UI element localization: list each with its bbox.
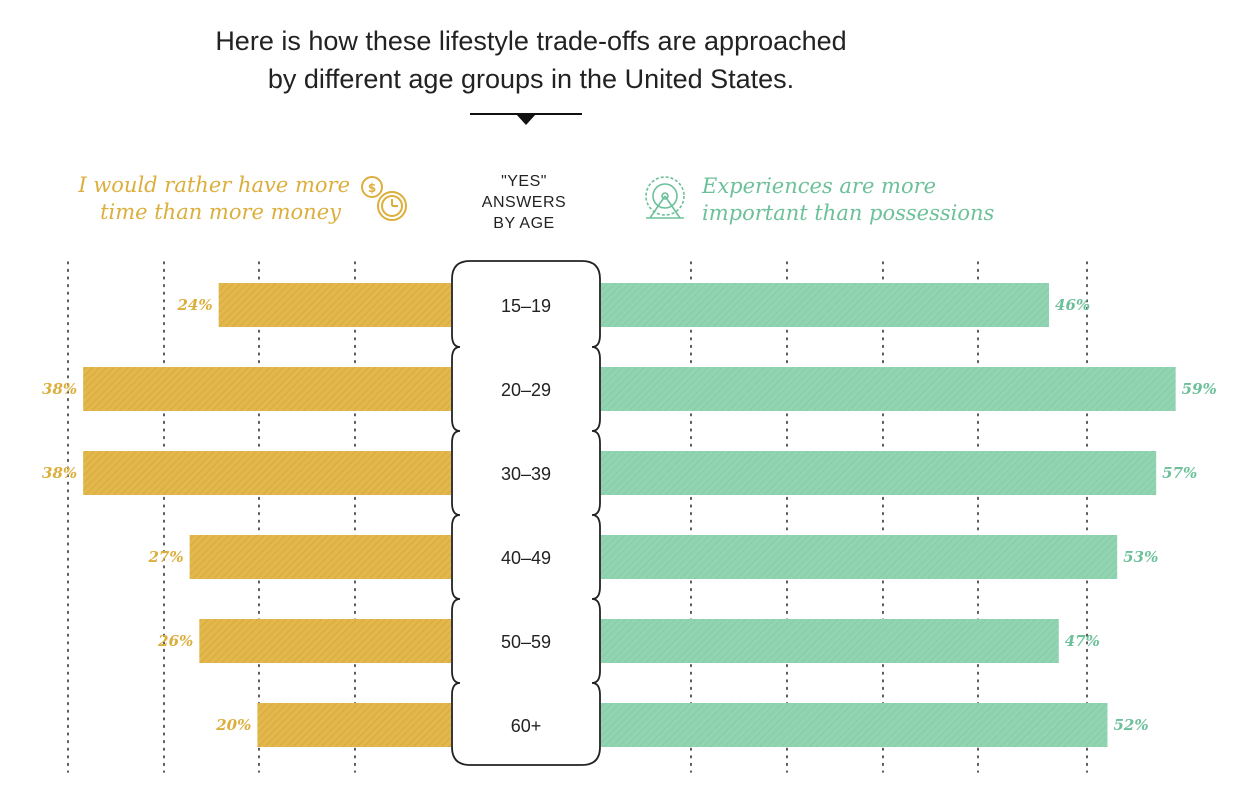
label-time-over-money: 38% — [42, 380, 77, 398]
bar-time-over-money-40–49 — [189, 535, 451, 579]
legend-right: Experiences are more important than poss… — [645, 174, 995, 225]
label-experiences: 53% — [1123, 548, 1158, 566]
bar-experiences-15–19 — [601, 283, 1050, 327]
grid-lines — [67, 261, 1088, 773]
bar-experiences-20–29 — [601, 367, 1176, 411]
legend-left-line-2: time than more money — [100, 200, 342, 224]
label-experiences: 52% — [1113, 716, 1148, 734]
bar-time-over-money-15–19 — [218, 283, 451, 327]
center-header-line-3: BY AGE — [493, 215, 554, 232]
label-time-over-money: 27% — [147, 548, 183, 566]
legend-left: I would rather have more time than more … — [77, 173, 407, 224]
label-time-over-money: 26% — [157, 632, 193, 650]
coins-clock-icon: $ — [361, 176, 407, 221]
bar-experiences-50–59 — [601, 619, 1059, 663]
age-group-label: 40–49 — [501, 548, 551, 568]
bar-time-over-money-30–39 — [83, 451, 451, 495]
age-pill-outline — [451, 260, 601, 766]
center-header: "YES" ANSWERS BY AGE — [482, 173, 566, 232]
label-time-over-money: 38% — [42, 464, 77, 482]
bar-time-over-money-50–59 — [199, 619, 451, 663]
age-group-label: 60+ — [511, 716, 542, 736]
center-header-line-2: ANSWERS — [482, 194, 566, 211]
label-time-over-money: 20% — [215, 716, 251, 734]
label-experiences: 59% — [1182, 380, 1217, 398]
bar-experiences-30–39 — [601, 451, 1157, 495]
label-experiences: 57% — [1162, 464, 1197, 482]
svg-text:$: $ — [368, 181, 376, 195]
age-group-label: 30–39 — [501, 464, 551, 484]
legend-left-line-1: I would rather have more — [77, 173, 350, 197]
bar-experiences-60+ — [601, 703, 1108, 747]
title-pointer — [470, 113, 582, 125]
label-experiences: 47% — [1065, 632, 1100, 650]
label-experiences: 46% — [1055, 296, 1090, 314]
bar-experiences-40–49 — [601, 535, 1118, 579]
legend-right-line-1: Experiences are more — [701, 174, 936, 198]
label-time-over-money: 24% — [177, 296, 213, 314]
bars: 24% 46% 38% 59% 38% 57% 27% 53% 26% 47% 20% 52% — [42, 283, 1217, 747]
bar-time-over-money-20–29 — [83, 367, 451, 411]
chart-title-line-2: by different age groups in the United St… — [267, 64, 795, 94]
ferris-wheel-icon — [645, 176, 685, 219]
chart-title: Here is how these lifestyle trade-offs a… — [0, 22, 1062, 98]
age-group-label: 15–19 — [501, 296, 551, 316]
center-header-line-1: "YES" — [501, 173, 547, 190]
age-group-label: 20–29 — [501, 380, 551, 400]
bar-time-over-money-60+ — [257, 703, 451, 747]
age-pill-column: 15–19 20–29 30–39 40–49 50–59 60+ — [451, 260, 601, 766]
legend-right-line-2: important than possessions — [702, 201, 995, 225]
chart-title-line-1: Here is how these lifestyle trade-offs a… — [215, 26, 847, 56]
age-group-label: 50–59 — [501, 632, 551, 652]
